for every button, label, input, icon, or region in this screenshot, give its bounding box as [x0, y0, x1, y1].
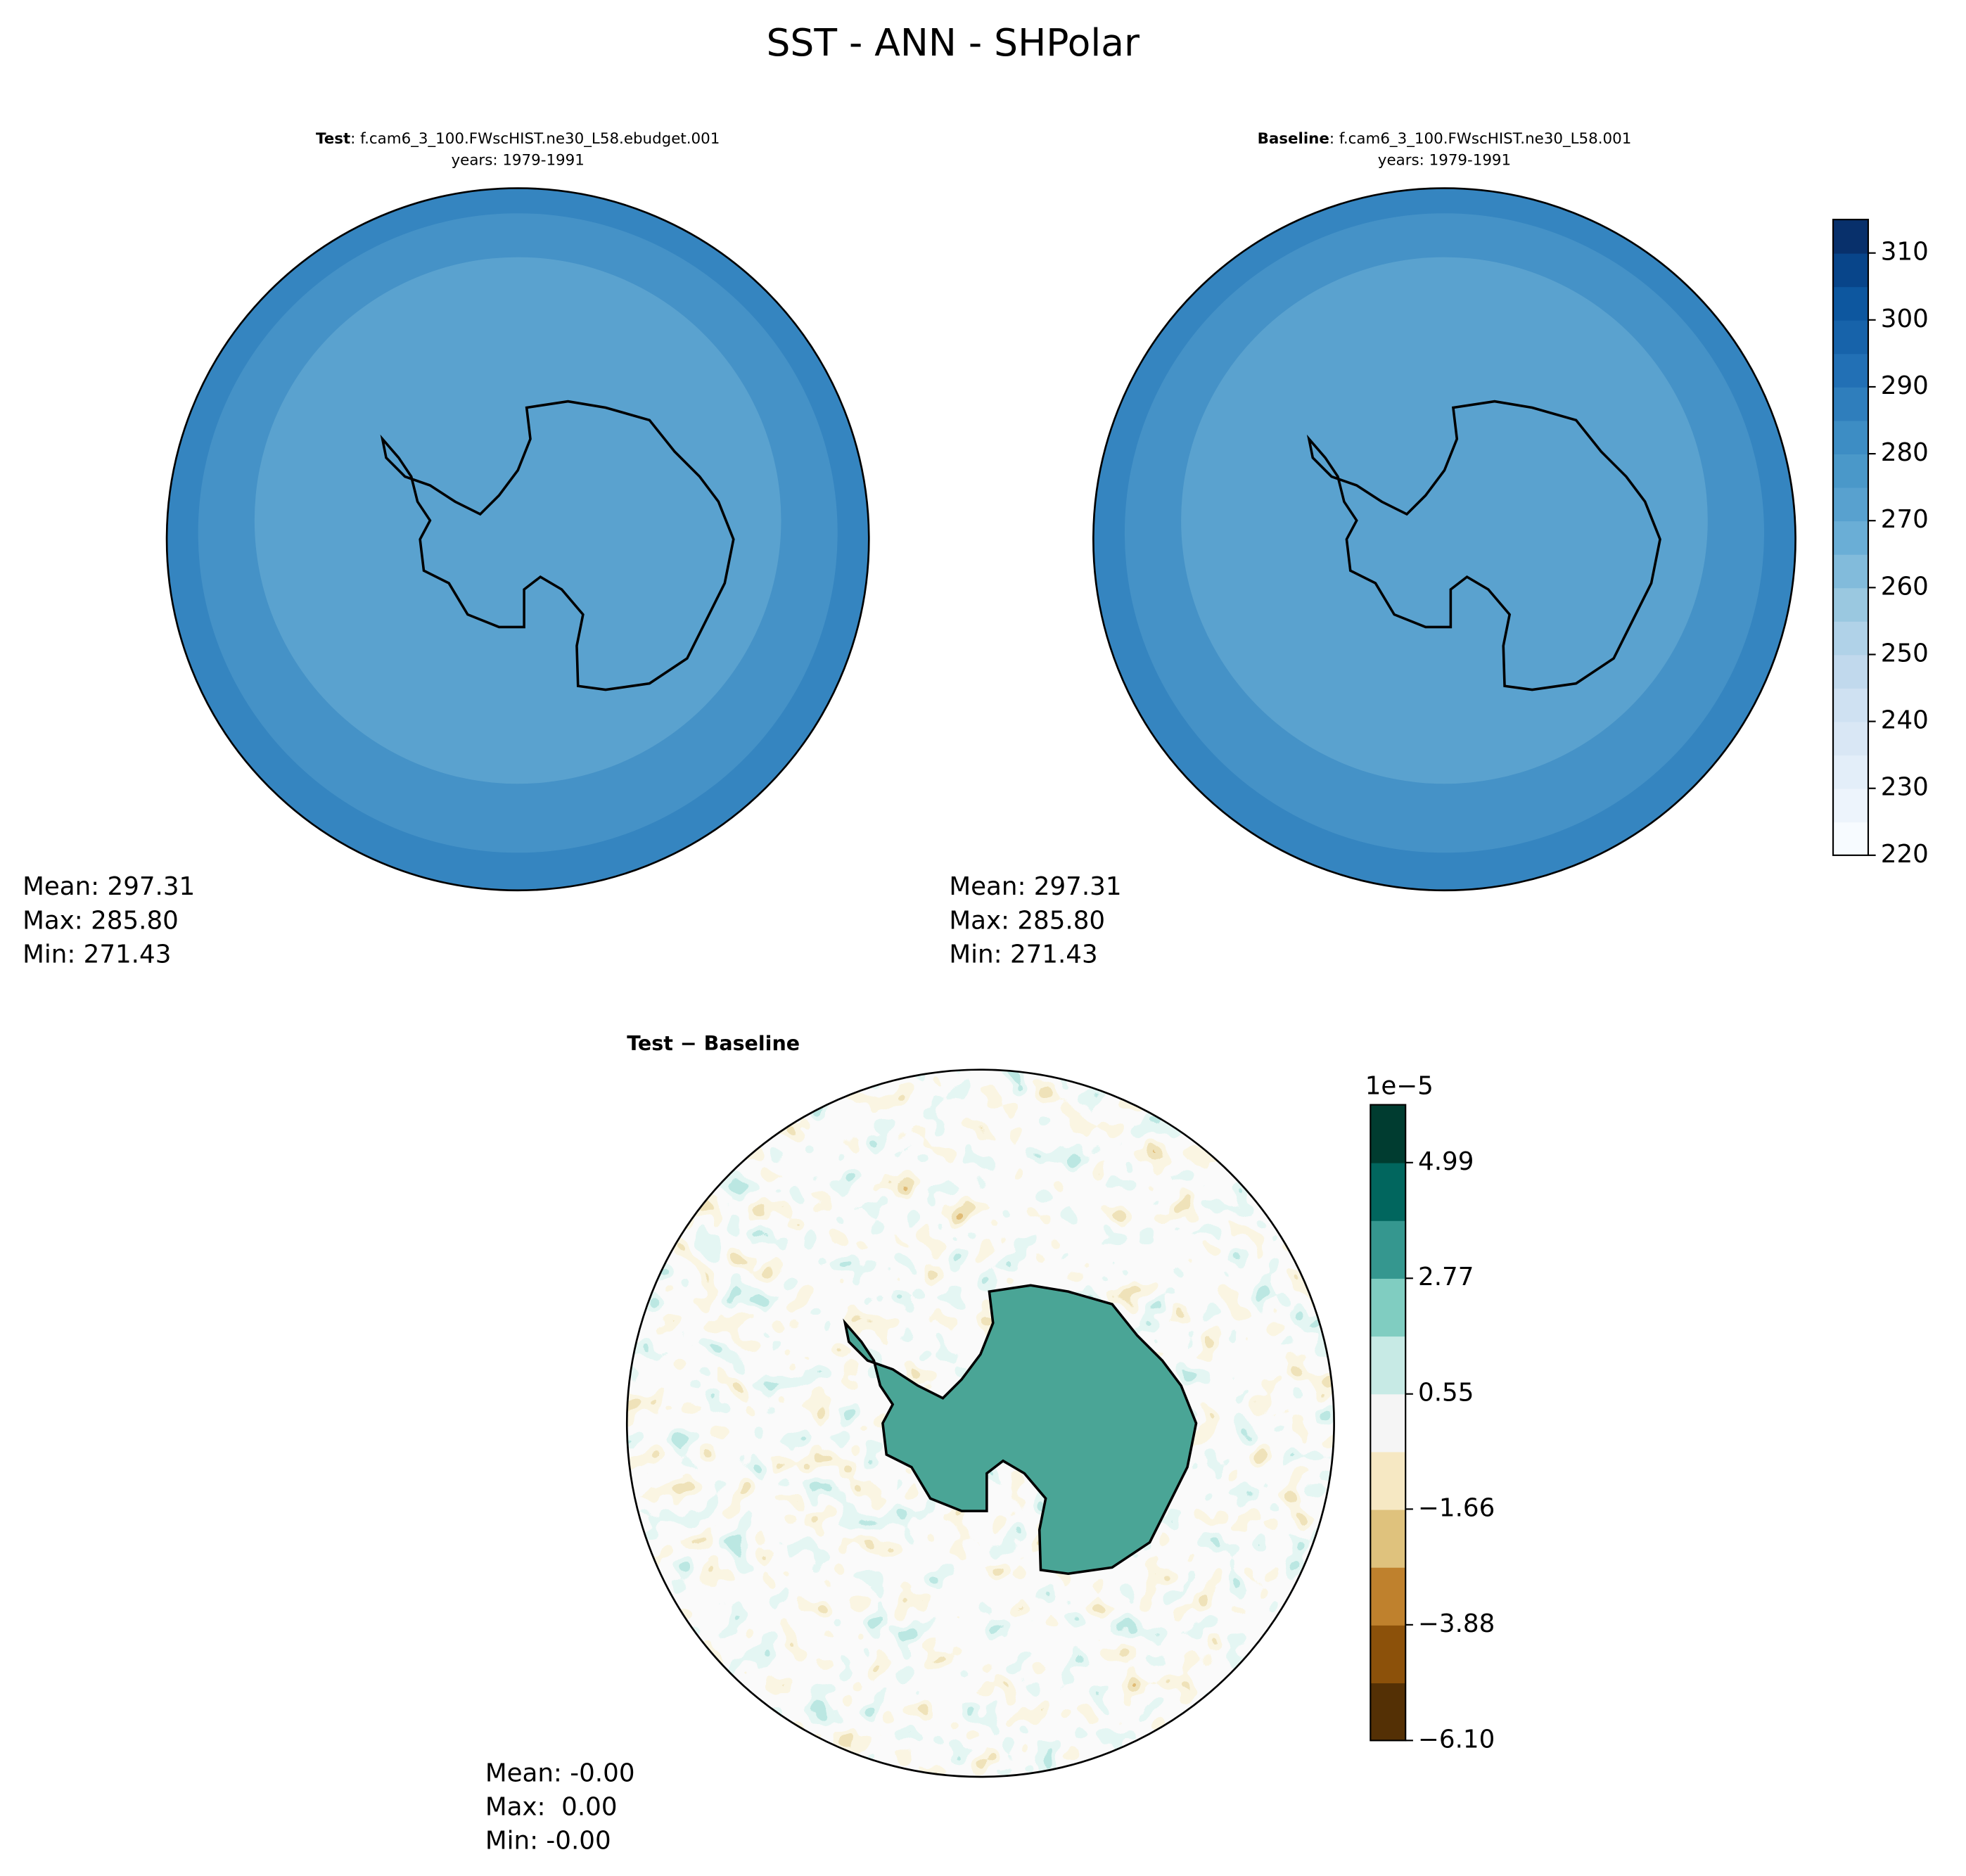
- stat-text: Min: 271.43: [23, 940, 171, 969]
- subplot-title: Test − Baseline: [627, 1032, 800, 1055]
- subplot-case: : f.cam6_3_100.FWscHIST.ne30_L58.ebudget…: [350, 130, 720, 148]
- colorbar-band: [1833, 755, 1868, 789]
- colorbar-tick-label: 250: [1881, 639, 1929, 668]
- colorbar-tick-label: −3.88: [1418, 1609, 1495, 1638]
- colorbar-tick-label: −1.66: [1418, 1493, 1495, 1522]
- field: [254, 257, 781, 784]
- colorbar-band: [1833, 587, 1868, 622]
- colorbar-tick-label: 290: [1881, 371, 1929, 400]
- colorbar-band: [1370, 1393, 1406, 1453]
- colorbar-band: [1370, 1278, 1406, 1337]
- colorbar-band: [1370, 1220, 1406, 1279]
- subplot-case: : f.cam6_3_100.FWscHIST.ne30_L58.001: [1329, 130, 1631, 148]
- stat-text: Min: 271.43: [949, 940, 1097, 969]
- colorbar-band: [1833, 654, 1868, 689]
- colorbar-tick-label: 220: [1881, 840, 1929, 869]
- subplot-label: Baseline: [1258, 130, 1329, 148]
- colorbar-tick-label: −6.10: [1418, 1725, 1495, 1754]
- stat-text: Max: 0.00: [485, 1793, 618, 1822]
- colorbar-band: [1370, 1451, 1406, 1510]
- subplot-subtitle: years: 1979-1991: [452, 151, 585, 169]
- stat-text: Max: 285.80: [23, 906, 179, 935]
- map-border: [1092, 187, 1796, 892]
- colorbar-tick-label: 280: [1881, 438, 1929, 467]
- colorbar-band: [1833, 620, 1868, 656]
- subplot-label: Test: [316, 130, 350, 148]
- stat-text: Mean: 297.31: [23, 872, 195, 901]
- colorbar-band: [1833, 219, 1868, 254]
- colorbar-tick-label: 2.77: [1418, 1263, 1474, 1291]
- colorbar-band: [1833, 286, 1868, 321]
- colorbar-offset: 1e−5: [1365, 1072, 1434, 1101]
- colorbar-tick-label: 270: [1881, 505, 1929, 534]
- colorbar-band: [1833, 487, 1868, 522]
- figure-title: SST - ANN - SHPolar: [766, 20, 1140, 65]
- colorbar-tick-label: 240: [1881, 706, 1929, 735]
- stat-text: Mean: -0.00: [485, 1759, 635, 1787]
- stat-text: Mean: 297.31: [949, 872, 1121, 901]
- colorbar-band: [1370, 1509, 1406, 1568]
- colorbar-tick-label: 310: [1881, 238, 1929, 267]
- colorbar-band: [1370, 1566, 1406, 1626]
- colorbar-band: [1833, 353, 1868, 388]
- colorbar-band: [1370, 1625, 1406, 1684]
- colorbar-tick-label: 260: [1881, 572, 1929, 601]
- stat-text: Max: 285.80: [949, 906, 1105, 935]
- colorbar-band: [1833, 454, 1868, 488]
- colorbar-tick-label: 230: [1881, 773, 1929, 802]
- field: [1181, 257, 1708, 784]
- colorbar-band: [1833, 319, 1868, 355]
- colorbar-frame: [1370, 1104, 1407, 1742]
- colorbar-band: [1833, 521, 1868, 555]
- colorbar-frame: [1832, 219, 1870, 856]
- colorbar-band: [1833, 554, 1868, 589]
- map-field: [167, 188, 869, 891]
- colorbar-band: [1370, 1683, 1406, 1742]
- colorbar-band: [1833, 822, 1868, 856]
- colorbar-band: [1370, 1336, 1406, 1395]
- colorbar-band: [1833, 386, 1868, 421]
- subplot-title: Test: f.cam6_3_100.FWscHIST.ne30_L58.ebu…: [316, 130, 720, 148]
- colorbar-tick-label: 0.55: [1418, 1379, 1474, 1408]
- colorbar-band: [1370, 1104, 1406, 1163]
- colorbar-band: [1833, 253, 1868, 288]
- map-field: [1093, 188, 1796, 891]
- map-border: [165, 187, 870, 892]
- colorbar-band: [1833, 788, 1868, 823]
- colorbar-band: [1833, 721, 1868, 756]
- colorbar-tick-label: 300: [1881, 305, 1929, 333]
- subplot-subtitle: years: 1979-1991: [1378, 151, 1511, 169]
- colorbar-tick-label: 4.99: [1418, 1147, 1474, 1176]
- colorbar-band: [1833, 688, 1868, 722]
- colorbar-band: [1370, 1162, 1406, 1221]
- subplot-title: Baseline: f.cam6_3_100.FWscHIST.ne30_L58…: [1258, 130, 1632, 148]
- colorbar-band: [1833, 420, 1868, 454]
- stat-text: Min: -0.00: [485, 1827, 611, 1856]
- map-field: [627, 1069, 1334, 1778]
- map-border: [625, 1068, 1335, 1778]
